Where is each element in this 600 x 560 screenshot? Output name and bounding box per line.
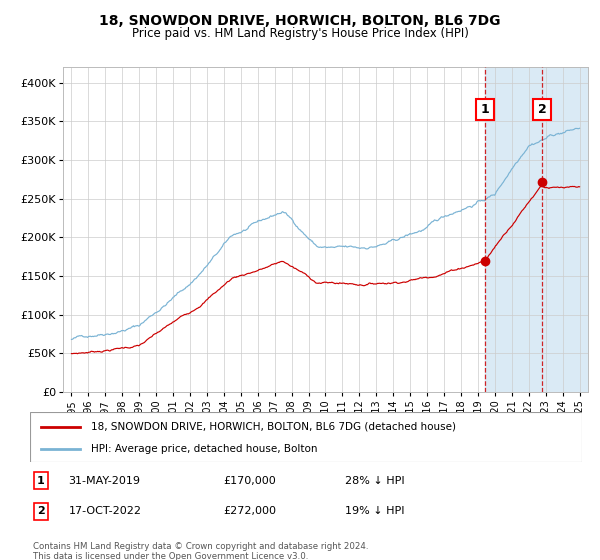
Text: 19% ↓ HPI: 19% ↓ HPI [344,506,404,516]
Text: Contains HM Land Registry data © Crown copyright and database right 2024.
This d: Contains HM Land Registry data © Crown c… [33,542,368,560]
Bar [485,67,588,392]
Text: 31-MAY-2019: 31-MAY-2019 [68,476,140,486]
Text: £272,000: £272,000 [223,506,276,516]
Text: 2: 2 [37,506,45,516]
Text: 28% ↓ HPI: 28% ↓ HPI [344,476,404,486]
Text: 18, SNOWDON DRIVE, HORWICH, BOLTON, BL6 7DG: 18, SNOWDON DRIVE, HORWICH, BOLTON, BL6 … [99,14,501,28]
FancyBboxPatch shape [30,412,582,462]
Text: 1: 1 [481,103,490,116]
Text: 18, SNOWDON DRIVE, HORWICH, BOLTON, BL6 7DG (detached house): 18, SNOWDON DRIVE, HORWICH, BOLTON, BL6 … [91,422,456,432]
Text: 2: 2 [538,103,547,116]
Text: 17-OCT-2022: 17-OCT-2022 [68,506,142,516]
Text: £170,000: £170,000 [223,476,276,486]
Text: 1: 1 [37,476,45,486]
Text: Price paid vs. HM Land Registry's House Price Index (HPI): Price paid vs. HM Land Registry's House … [131,27,469,40]
Text: HPI: Average price, detached house, Bolton: HPI: Average price, detached house, Bolt… [91,445,317,454]
